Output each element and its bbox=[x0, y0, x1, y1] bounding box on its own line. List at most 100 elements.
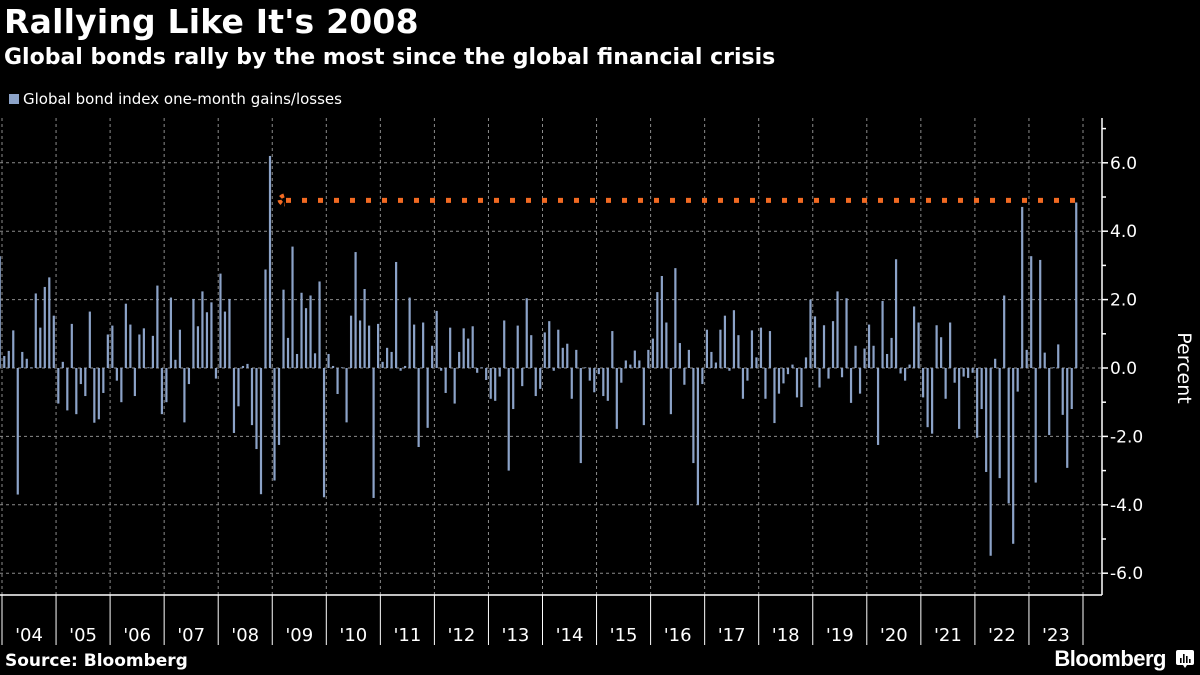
chart-title: Rallying Like It's 2008 bbox=[4, 2, 419, 41]
bar bbox=[304, 308, 308, 368]
bar bbox=[629, 364, 632, 368]
bar bbox=[52, 315, 55, 368]
x-tick-label: '13 bbox=[502, 625, 530, 646]
x-tick-label: '21 bbox=[934, 625, 962, 646]
bar bbox=[381, 361, 384, 368]
bar bbox=[70, 323, 73, 368]
bar bbox=[1070, 368, 1073, 410]
bar bbox=[395, 261, 398, 368]
bar bbox=[1057, 344, 1060, 368]
bar bbox=[345, 368, 348, 423]
bar bbox=[557, 329, 560, 368]
bar bbox=[138, 334, 141, 368]
bar bbox=[840, 368, 844, 378]
bar bbox=[804, 357, 808, 368]
bar bbox=[953, 368, 956, 383]
bar bbox=[512, 368, 515, 410]
x-tick-label: '05 bbox=[69, 625, 97, 646]
x-tick-label: '07 bbox=[177, 625, 205, 646]
reference-line-hook bbox=[277, 193, 286, 207]
bar bbox=[660, 276, 663, 368]
bar bbox=[998, 368, 1001, 479]
bar bbox=[543, 332, 546, 368]
bar bbox=[102, 368, 105, 393]
bar bbox=[831, 321, 835, 368]
bar bbox=[701, 368, 704, 385]
bar bbox=[282, 289, 285, 368]
bar bbox=[489, 368, 492, 399]
bar bbox=[750, 330, 754, 368]
bar bbox=[507, 368, 510, 471]
bar bbox=[259, 368, 263, 495]
bar bbox=[93, 368, 96, 423]
bar bbox=[949, 322, 952, 368]
x-tick-label: '09 bbox=[285, 625, 313, 646]
x-tick-label: '20 bbox=[880, 625, 908, 646]
bar bbox=[408, 297, 411, 368]
bar bbox=[867, 324, 871, 368]
bar bbox=[611, 331, 614, 368]
bar bbox=[25, 358, 28, 368]
bar bbox=[741, 368, 745, 399]
bar bbox=[885, 353, 889, 368]
bar bbox=[665, 322, 668, 368]
x-tick-label: '14 bbox=[556, 625, 584, 646]
bar bbox=[115, 368, 118, 381]
bar bbox=[133, 368, 136, 397]
bar bbox=[57, 368, 60, 404]
bar bbox=[313, 353, 317, 368]
legend-label: Global bond index one-month gains/losses bbox=[23, 90, 342, 108]
bar bbox=[214, 368, 218, 379]
bar bbox=[1048, 368, 1051, 436]
bar bbox=[710, 351, 713, 368]
bar bbox=[1034, 368, 1037, 483]
bar bbox=[30, 367, 33, 369]
bar bbox=[728, 368, 731, 371]
x-axis-labels: '04 '05 '06 '07 '08 '09 '10 '11 '12 '13 '14 '15 '16 '… bbox=[15, 625, 1070, 646]
bar bbox=[813, 316, 817, 368]
bar bbox=[84, 368, 87, 397]
bar bbox=[169, 297, 173, 368]
bar bbox=[1025, 349, 1028, 368]
bar bbox=[196, 326, 200, 368]
bar bbox=[124, 303, 127, 368]
legend-swatch bbox=[9, 94, 19, 104]
bar bbox=[967, 368, 970, 378]
bar bbox=[413, 324, 416, 368]
bar bbox=[156, 285, 159, 368]
bar bbox=[273, 368, 276, 481]
bar bbox=[1003, 295, 1006, 368]
y-tick-label: -6.0 bbox=[1110, 564, 1143, 584]
bar bbox=[795, 368, 799, 398]
bar bbox=[818, 368, 821, 388]
bar bbox=[309, 295, 312, 368]
bar bbox=[1043, 352, 1046, 368]
bar bbox=[849, 368, 853, 403]
bar bbox=[453, 368, 456, 404]
bar bbox=[241, 365, 245, 368]
bar bbox=[1030, 256, 1033, 368]
bar bbox=[962, 368, 965, 377]
bar bbox=[277, 368, 281, 445]
bar bbox=[147, 367, 150, 369]
bar bbox=[926, 368, 929, 428]
bar bbox=[422, 322, 425, 368]
bar bbox=[723, 315, 727, 368]
bar bbox=[358, 320, 362, 368]
bar bbox=[327, 353, 330, 368]
bar bbox=[985, 368, 988, 472]
bar bbox=[458, 351, 461, 368]
bar bbox=[737, 335, 740, 368]
y-tick-label: 6.0 bbox=[1110, 154, 1137, 174]
bar bbox=[971, 368, 974, 373]
bar bbox=[1075, 202, 1078, 368]
x-tick-label: '06 bbox=[123, 625, 151, 646]
bar bbox=[7, 350, 10, 368]
x-tick-label: '04 bbox=[15, 625, 43, 646]
bar bbox=[151, 335, 154, 368]
bar bbox=[75, 368, 78, 415]
source-note: Source: Bloomberg bbox=[5, 651, 188, 671]
bar bbox=[183, 368, 186, 423]
bar bbox=[561, 347, 564, 368]
bars bbox=[0, 155, 1078, 556]
